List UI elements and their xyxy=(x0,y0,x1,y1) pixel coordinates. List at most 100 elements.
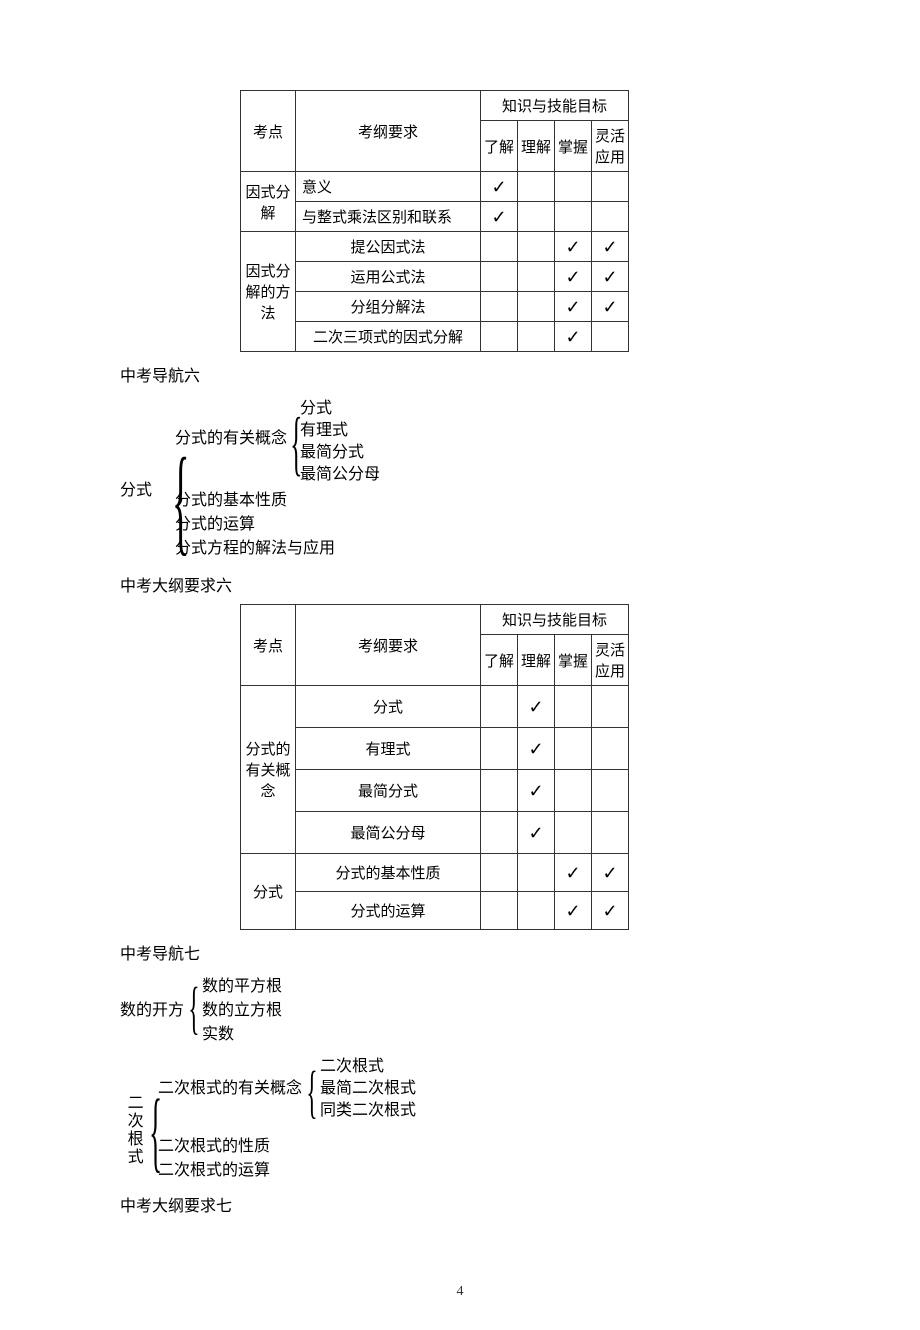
outline-leaf: 实数 xyxy=(202,1022,234,1048)
check-cell xyxy=(481,728,518,770)
check-cell: ✓ xyxy=(555,292,592,322)
check-cell xyxy=(555,770,592,812)
check-cell xyxy=(518,202,555,232)
check-cell xyxy=(555,812,592,854)
req-cell: 分式 xyxy=(296,686,481,728)
check-cell: ✓ xyxy=(481,202,518,232)
check-cell xyxy=(592,202,629,232)
page-number: 4 xyxy=(0,1284,920,1300)
req-cell: 意义 xyxy=(296,172,481,202)
check-cell xyxy=(481,322,518,352)
req-cell: 最简分式 xyxy=(296,770,481,812)
check-cell: ✓ xyxy=(481,172,518,202)
table-row: 分组分解法 ✓ ✓ xyxy=(241,292,629,322)
req-cell: 最简公分母 xyxy=(296,812,481,854)
check-cell xyxy=(592,770,629,812)
outline-7a: 数的开方 { 数的平方根 数的立方根 实数 xyxy=(120,972,800,1046)
check-cell xyxy=(555,728,592,770)
header-lijie: 理解 xyxy=(518,121,555,172)
cat-cell: 分式的有关概念 xyxy=(241,686,296,854)
exam-table-2: 考点 考纲要求 知识与技能目标 了解 理解 掌握 灵活应用 分式的有关概念 分式… xyxy=(240,604,800,930)
check-cell: ✓ xyxy=(592,892,629,930)
heading-nav6: 中考导航六 xyxy=(120,362,800,386)
check-cell: ✓ xyxy=(592,854,629,892)
check-cell: ✓ xyxy=(518,728,555,770)
check-cell: ✓ xyxy=(555,892,592,930)
table-2: 考点 考纲要求 知识与技能目标 了解 理解 掌握 灵活应用 分式的有关概念 分式… xyxy=(240,604,629,930)
check-cell xyxy=(481,232,518,262)
check-cell xyxy=(518,892,555,930)
cat-cell: 因式分解 xyxy=(241,172,296,232)
outline-root: 数的开方 xyxy=(120,998,184,1024)
outline-branch: 分式的运算 xyxy=(175,512,255,538)
table-row: 分式的有关概念 分式 ✓ xyxy=(241,686,629,728)
table-row: 考点 考纲要求 知识与技能目标 xyxy=(241,91,629,121)
outline-branch: 分式的基本性质 xyxy=(175,488,287,514)
table-row: 分式的运算 ✓ ✓ xyxy=(241,892,629,930)
req-cell: 运用公式法 xyxy=(296,262,481,292)
check-cell: ✓ xyxy=(555,232,592,262)
brace-icon: { xyxy=(306,1046,317,1139)
check-cell: ✓ xyxy=(518,812,555,854)
header-kaodian: 考点 xyxy=(241,605,296,686)
check-cell xyxy=(518,322,555,352)
outline-branch: 二次根式的有关概念 xyxy=(158,1076,302,1102)
check-cell xyxy=(592,728,629,770)
outline-leaf: 同类二次根式 xyxy=(320,1098,416,1124)
check-cell xyxy=(481,262,518,292)
req-cell: 有理式 xyxy=(296,728,481,770)
check-cell xyxy=(518,292,555,322)
outline-branch: 分式方程的解法与应用 xyxy=(175,536,335,562)
table-row: 最简分式 ✓ xyxy=(241,770,629,812)
table-1: 考点 考纲要求 知识与技能目标 了解 理解 掌握 灵活应用 因式分解 意义 ✓ … xyxy=(240,90,629,352)
header-liaojie: 了解 xyxy=(481,121,518,172)
header-yaoqiu: 考纲要求 xyxy=(296,91,481,172)
req-cell: 提公因式法 xyxy=(296,232,481,262)
header-group: 知识与技能目标 xyxy=(481,91,629,121)
check-cell: ✓ xyxy=(555,854,592,892)
check-cell: ✓ xyxy=(518,686,555,728)
check-cell xyxy=(555,686,592,728)
check-cell xyxy=(555,172,592,202)
header-yaoqiu: 考纲要求 xyxy=(296,605,481,686)
check-cell xyxy=(592,172,629,202)
outline-branch: 分式的有关概念 xyxy=(175,426,287,452)
check-cell xyxy=(481,292,518,322)
check-cell: ✓ xyxy=(555,262,592,292)
outline-branch: 二次根式的性质 xyxy=(158,1134,270,1160)
header-linghuo: 灵活应用 xyxy=(592,121,629,172)
req-cell: 分组分解法 xyxy=(296,292,481,322)
table-row: 运用公式法 ✓ ✓ xyxy=(241,262,629,292)
check-cell: ✓ xyxy=(592,262,629,292)
heading-dagang6: 中考大纲要求六 xyxy=(120,572,800,596)
outline-6: 分式 { 分式的有关概念 { 分式 有理式 最简分式 最简公分母 分式的基本性质… xyxy=(120,394,800,564)
check-cell xyxy=(592,686,629,728)
header-group: 知识与技能目标 xyxy=(481,605,629,635)
check-cell xyxy=(481,812,518,854)
outline-leaf: 数的立方根 xyxy=(202,998,282,1024)
check-cell xyxy=(481,854,518,892)
outline-root: 分式 xyxy=(120,478,152,504)
outline-leaf: 数的平方根 xyxy=(202,974,282,1000)
req-cell: 分式的运算 xyxy=(296,892,481,930)
cat-cell: 分式 xyxy=(241,854,296,930)
req-cell: 二次三项式的因式分解 xyxy=(296,322,481,352)
table-row: 有理式 ✓ xyxy=(241,728,629,770)
check-cell xyxy=(555,202,592,232)
outline-leaf: 最简公分母 xyxy=(300,462,380,488)
check-cell xyxy=(518,854,555,892)
check-cell xyxy=(481,892,518,930)
check-cell: ✓ xyxy=(555,322,592,352)
check-cell xyxy=(518,262,555,292)
check-cell: ✓ xyxy=(592,292,629,322)
outline-root: 二次根式 xyxy=(120,1094,146,1166)
heading-dagang7: 中考大纲要求七 xyxy=(120,1192,800,1216)
check-cell xyxy=(518,172,555,202)
cat-cell: 因式分解的方法 xyxy=(241,232,296,352)
table-row: 因式分解 意义 ✓ xyxy=(241,172,629,202)
check-cell xyxy=(518,232,555,262)
table-row: 最简公分母 ✓ xyxy=(241,812,629,854)
header-liaojie: 了解 xyxy=(481,635,518,686)
req-cell: 分式的基本性质 xyxy=(296,854,481,892)
check-cell xyxy=(481,686,518,728)
